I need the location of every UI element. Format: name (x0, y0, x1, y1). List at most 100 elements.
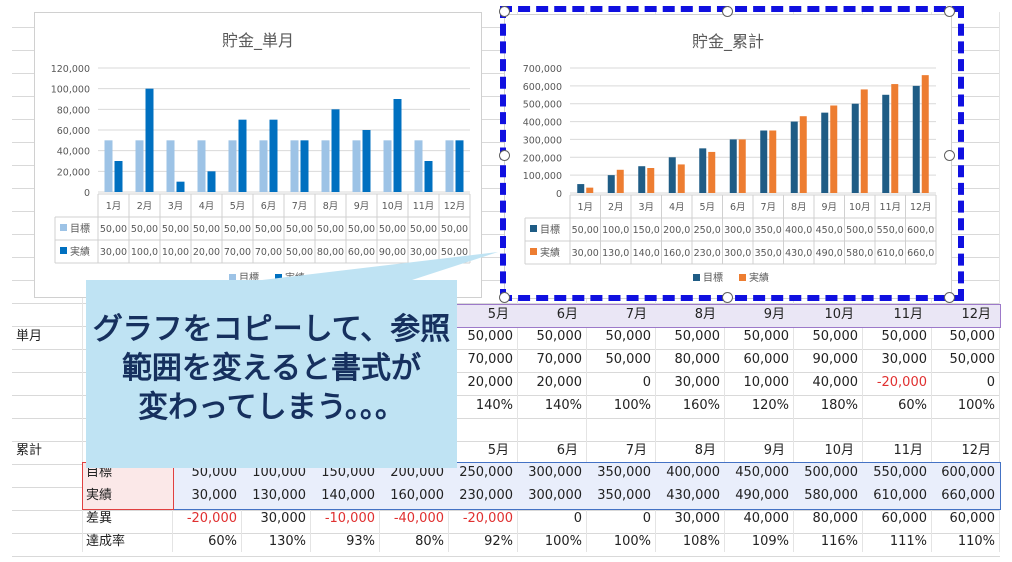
data-table-value: 50,00 (193, 224, 220, 235)
y-tick-label: 20,000 (57, 167, 90, 178)
table-cell: 100,000 (252, 465, 306, 480)
chart-plot: 0 100,000 200,000 300,000 400,000 500,000 600,… (523, 64, 937, 284)
data-table-value: 70,00 (224, 247, 251, 258)
x-tick-label: 2月 (137, 201, 153, 212)
bar (300, 140, 309, 192)
data-table-value: 160,0 (663, 248, 690, 259)
gridline (12, 533, 1000, 534)
data-table-value: 610,0 (877, 248, 904, 259)
bar (290, 140, 299, 192)
table-cell: 0 (642, 375, 651, 390)
table-cell: 350,000 (597, 465, 651, 480)
table-cell: 580,000 (804, 488, 858, 503)
table-cell: -40,000 (393, 511, 444, 526)
table-cell: 40,000 (812, 375, 859, 390)
resize-handle-top-center[interactable] (722, 6, 733, 17)
bar (414, 140, 423, 192)
table-cell: 600,000 (941, 465, 995, 480)
x-tick-label: 3月 (638, 202, 654, 213)
table-cell: 550,000 (873, 465, 927, 480)
data-table-value: 20,00 (193, 247, 220, 258)
legend-key (530, 248, 537, 255)
gridline (12, 349, 1000, 350)
gridline (12, 510, 1000, 511)
table-cell: 40,000 (743, 511, 790, 526)
table-cell: 150,000 (321, 465, 375, 480)
table-cell: 80,000 (812, 511, 859, 526)
bar (577, 184, 585, 193)
resize-handle-top-right[interactable] (944, 6, 955, 17)
legend-marker (229, 274, 236, 281)
table-cell: 60,000 (881, 511, 928, 526)
month-header: 6月 (556, 307, 578, 322)
row-label: 目標 (86, 465, 113, 480)
bar (135, 140, 144, 192)
table-cell: 100% (613, 398, 651, 413)
legend-marker (739, 274, 746, 281)
y-tick-label: 120,000 (51, 64, 90, 75)
chart-cumulative[interactable]: 貯金_累計 0 100,000 200,000 300,000 400,000 500,0… (504, 14, 952, 299)
legend-key (530, 225, 537, 232)
table-cell: 90,000 (812, 352, 859, 367)
table-cell: 450,000 (735, 465, 789, 480)
month-header: 9月 (763, 307, 785, 322)
resize-handle-bottom-right[interactable] (944, 292, 955, 303)
data-table-value: 230,0 (694, 248, 721, 259)
y-tick-label: 100,000 (51, 85, 90, 96)
x-tick-label: 5月 (230, 201, 246, 212)
callout-text: グラフをコピーして、参照 範囲を変えると書式が 変わってしまう。。。 (86, 310, 457, 427)
bar (616, 169, 624, 193)
table-cell: 50,000 (191, 465, 238, 480)
table-cell: 93% (346, 534, 375, 549)
data-table-series-label: 実績 (540, 246, 560, 259)
month-header: 8月 (694, 307, 716, 322)
y-tick-label: 60,000 (57, 126, 90, 137)
gridline (12, 418, 1000, 419)
x-tick-label: 4月 (199, 201, 215, 212)
table-cell: 30,000 (674, 511, 721, 526)
bar (238, 119, 247, 192)
table-cell: 20,000 (467, 375, 514, 390)
data-table-value: 50,00 (379, 224, 406, 235)
bar (638, 166, 646, 193)
bar (891, 84, 899, 193)
range-highlight-cumulative (82, 462, 1001, 510)
table-cell: 116% (820, 534, 858, 549)
data-table-value: 50,00 (162, 224, 189, 235)
gridline (12, 556, 1000, 557)
resize-handle-middle-left[interactable] (499, 150, 510, 161)
resize-handle-bottom-center[interactable] (722, 292, 733, 303)
data-table-value: 50,00 (441, 224, 468, 235)
resize-handle-middle-right[interactable] (944, 150, 955, 161)
data-table-series-label: 目標 (540, 223, 560, 236)
table-cell: 160,000 (390, 488, 444, 503)
bar (729, 139, 737, 193)
x-tick-label: 6月 (261, 201, 277, 212)
resize-handle-bottom-left[interactable] (499, 292, 510, 303)
x-tick-label: 7月 (760, 202, 776, 213)
bar (921, 75, 929, 193)
table-cell: 50,000 (949, 329, 996, 344)
table-cell: 50,000 (467, 329, 514, 344)
bar (790, 121, 798, 193)
chart-title: 貯金_累計 (691, 32, 764, 51)
bar (393, 99, 402, 192)
table-cell: 100% (957, 398, 995, 413)
data-table-value: 400,0 (785, 225, 812, 236)
bar (166, 140, 175, 192)
table-cell: 20,000 (536, 375, 583, 390)
bar (799, 116, 807, 193)
y-tick-label: 100,000 (523, 171, 562, 182)
chart-single-month[interactable]: 貯金_単月 0 20,000 40,000 60,000 80,000 100,000 12… (34, 12, 482, 298)
table-cell: 30,000 (674, 375, 721, 390)
data-table-value: 30,00 (100, 247, 127, 258)
table-cell: 130,000 (252, 488, 306, 503)
data-table-value: 500,0 (846, 225, 873, 236)
resize-handle-top-left[interactable] (499, 6, 510, 17)
bar (699, 148, 707, 193)
row-label: 差異 (86, 511, 113, 526)
data-table-value: 430,0 (785, 248, 812, 259)
x-tick-label: 10月 (382, 201, 404, 212)
table-cell: 60% (898, 398, 927, 413)
